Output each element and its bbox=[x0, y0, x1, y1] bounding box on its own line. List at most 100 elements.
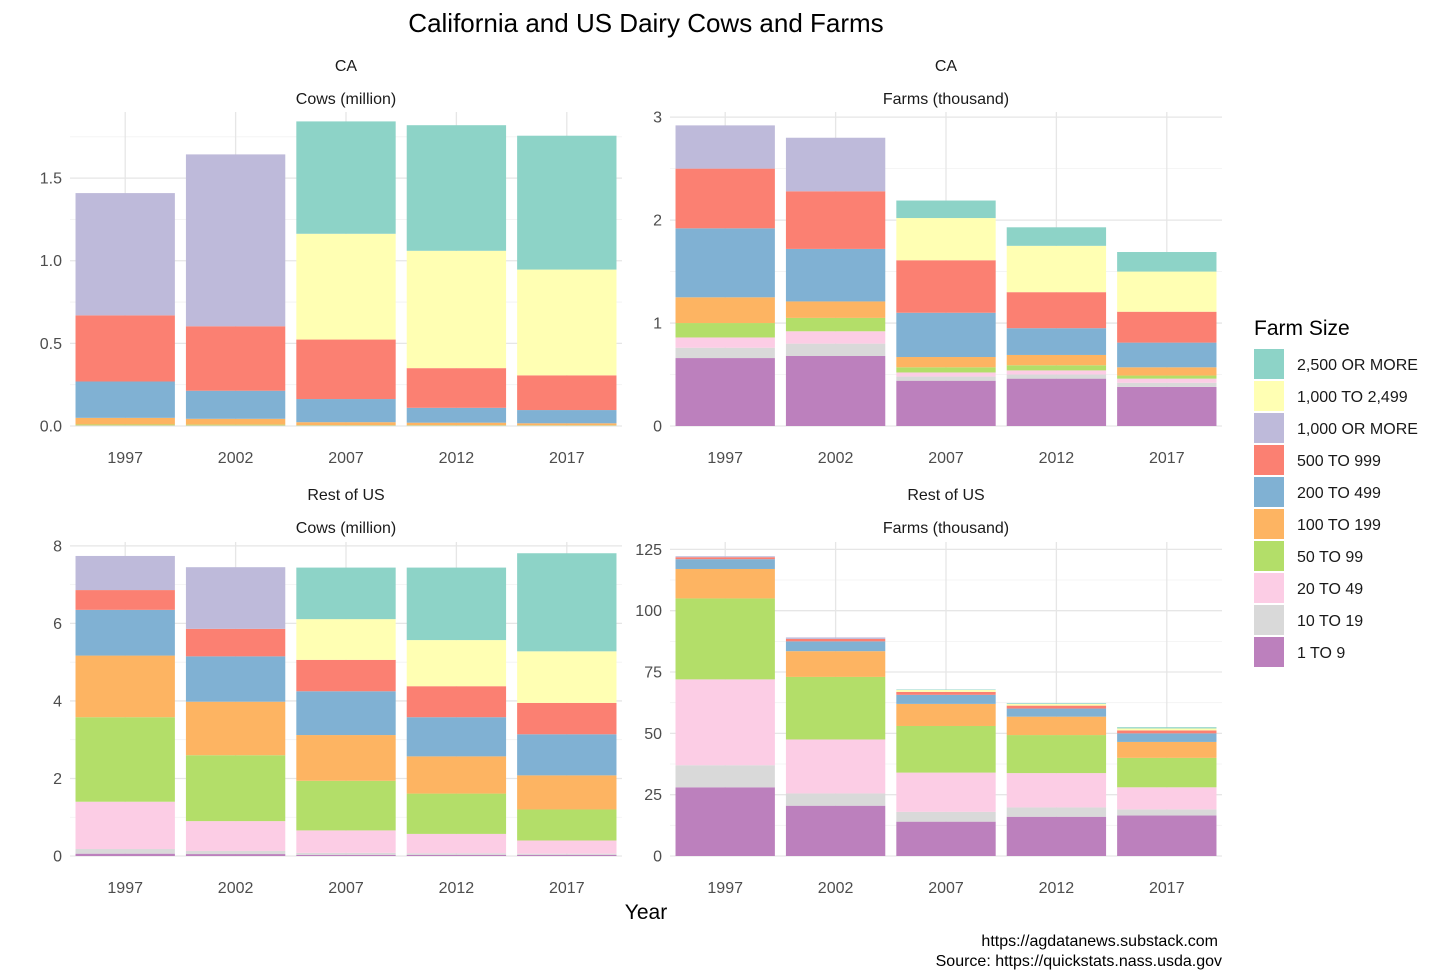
bar-segment-200-to-499 bbox=[296, 399, 396, 423]
bar-stack-2002 bbox=[785, 137, 886, 426]
bar-segment-1-to-9 bbox=[785, 805, 886, 856]
bar-segment-100-to-199 bbox=[75, 417, 175, 425]
legend-label: 100 TO 199 bbox=[1297, 517, 1381, 534]
panel-region-label: Rest of US bbox=[907, 487, 984, 504]
bar-segment-10-to-19 bbox=[785, 343, 886, 356]
y-tick-label: 0.0 bbox=[40, 419, 62, 436]
bar-segment-1-000-or-more bbox=[185, 154, 286, 327]
legend-label: 1,000 TO 2,499 bbox=[1297, 389, 1408, 406]
x-tick-label: 1997 bbox=[707, 880, 743, 897]
bar-stack-2017 bbox=[517, 553, 617, 856]
legend-swatch bbox=[1254, 637, 1284, 667]
y-tick-label: 2 bbox=[653, 213, 662, 230]
bar-segment-200-to-499 bbox=[896, 694, 996, 704]
caption-url: https://agdatanews.substack.com bbox=[981, 933, 1218, 950]
bar-segment-10-to-19 bbox=[785, 793, 886, 806]
bar-segment-500-to-999 bbox=[406, 686, 507, 718]
bar-segment-1-000-or-more bbox=[75, 555, 175, 591]
bar-segment-1-to-9 bbox=[896, 380, 996, 426]
bar-segment-1-to-9 bbox=[785, 355, 886, 426]
bar-segment-500-to-999 bbox=[185, 628, 286, 657]
bar-segment-10-to-19 bbox=[1006, 807, 1107, 817]
bar-segment-2-500-or-more bbox=[406, 567, 507, 641]
bar-stack-1997 bbox=[675, 556, 775, 856]
bar-stack-2007 bbox=[896, 689, 996, 856]
legend-label: 1,000 OR MORE bbox=[1297, 421, 1418, 438]
legend: Farm Size 2,500 OR MORE 1,000 TO 2,499 1,00… bbox=[1254, 317, 1418, 667]
bar-segment-500-to-999 bbox=[896, 260, 996, 313]
legend-swatch bbox=[1254, 541, 1284, 571]
y-tick-label: 0 bbox=[653, 849, 662, 866]
legend-label: 20 TO 49 bbox=[1297, 581, 1363, 598]
x-tick-label: 1997 bbox=[107, 880, 143, 897]
bar-segment-200-to-499 bbox=[785, 641, 886, 652]
panel-region-label: CA bbox=[935, 58, 958, 75]
x-tick-label: 2007 bbox=[328, 450, 364, 467]
legend-label: 2,500 OR MORE bbox=[1297, 357, 1418, 374]
bar-segment-10-to-19 bbox=[75, 849, 175, 854]
bar-segment-10-to-19 bbox=[517, 853, 617, 855]
legend-item: 100 TO 199 bbox=[1254, 509, 1381, 539]
bar-segment-20-to-49 bbox=[296, 830, 396, 853]
bar-stack-1997 bbox=[75, 193, 175, 426]
y-tick-label: 50 bbox=[644, 726, 662, 743]
x-tick-label: 2017 bbox=[549, 880, 585, 897]
bar-stack-2007 bbox=[296, 121, 396, 426]
bar-stack-2007 bbox=[896, 200, 996, 426]
y-tick-label: 1.5 bbox=[40, 171, 62, 188]
panel-measure-label: Farms (thousand) bbox=[883, 520, 1009, 537]
x-tick-label: 1997 bbox=[707, 450, 743, 467]
bar-segment-500-to-999 bbox=[675, 168, 775, 229]
bar-segment-1-000-or-more bbox=[785, 637, 886, 639]
bar-stack-2012 bbox=[406, 125, 507, 426]
bar-segment-100-to-199 bbox=[406, 756, 507, 794]
bar-segment-1-000-or-more bbox=[785, 137, 886, 192]
bar-segment-50-to-99 bbox=[75, 424, 175, 426]
legend-swatch bbox=[1254, 413, 1284, 443]
x-tick-label: 2012 bbox=[439, 880, 475, 897]
bar-segment-200-to-499 bbox=[406, 407, 507, 423]
bar-segment-500-to-999 bbox=[296, 339, 396, 400]
bar-segment-20-to-49 bbox=[406, 833, 507, 854]
bar-segment-200-to-499 bbox=[75, 609, 175, 656]
legend-label: 10 TO 19 bbox=[1297, 613, 1363, 630]
bar-segment-1-000-to-2-499 bbox=[1006, 245, 1107, 293]
bar-segment-1-to-9 bbox=[896, 821, 996, 856]
bar-segment-200-to-499 bbox=[896, 312, 996, 358]
bar-segment-500-to-999 bbox=[75, 590, 175, 610]
bar-segment-200-to-499 bbox=[675, 228, 775, 298]
bar-segment-200-to-499 bbox=[185, 656, 286, 702]
bar-segment-500-to-999 bbox=[517, 702, 617, 735]
legend-item: 1 TO 9 bbox=[1254, 637, 1345, 667]
bar-segment-1-000-to-2-499 bbox=[896, 218, 996, 261]
bar-segment-20-to-49 bbox=[785, 331, 886, 344]
bar-segment-2-500-or-more bbox=[406, 125, 507, 251]
bar-segment-50-to-99 bbox=[896, 725, 996, 773]
y-tick-label: 0.5 bbox=[40, 336, 62, 353]
bar-segment-50-to-99 bbox=[406, 793, 507, 834]
x-tick-label: 2002 bbox=[818, 880, 854, 897]
bar-segment-20-to-49 bbox=[675, 337, 775, 348]
bar-segment-50-to-99 bbox=[896, 367, 996, 373]
caption-source: Source: https://quickstats.nass.usda.gov bbox=[936, 953, 1222, 970]
bar-segment-100-to-199 bbox=[785, 301, 886, 318]
bar-segment-100-to-199 bbox=[185, 418, 286, 425]
bar-segment-100-to-199 bbox=[296, 735, 396, 781]
y-tick-label: 3 bbox=[653, 110, 662, 127]
y-tick-label: 0 bbox=[53, 849, 62, 866]
bar-segment-100-to-199 bbox=[406, 422, 507, 426]
panel-rest-of-us-cows-million: Rest of US Cows (million) 0 2 4 6 8 1997 2002 200… bbox=[53, 487, 622, 897]
bar-segment-200-to-499 bbox=[296, 691, 396, 736]
bar-segment-1-to-9 bbox=[1006, 816, 1107, 856]
bar-segment-1-000-to-2-499 bbox=[517, 269, 617, 376]
y-tick-label: 2 bbox=[53, 771, 62, 788]
x-tick-label: 2007 bbox=[928, 880, 964, 897]
bar-segment-20-to-49 bbox=[1006, 370, 1107, 375]
bar-stack-2007 bbox=[296, 567, 396, 856]
bar-stack-2012 bbox=[1006, 703, 1107, 856]
bar-segment-1-000-to-2-499 bbox=[517, 651, 617, 703]
bar-segment-20-to-49 bbox=[896, 372, 996, 377]
bar-segment-200-to-499 bbox=[1117, 733, 1217, 742]
bar-segment-200-to-499 bbox=[406, 717, 507, 757]
